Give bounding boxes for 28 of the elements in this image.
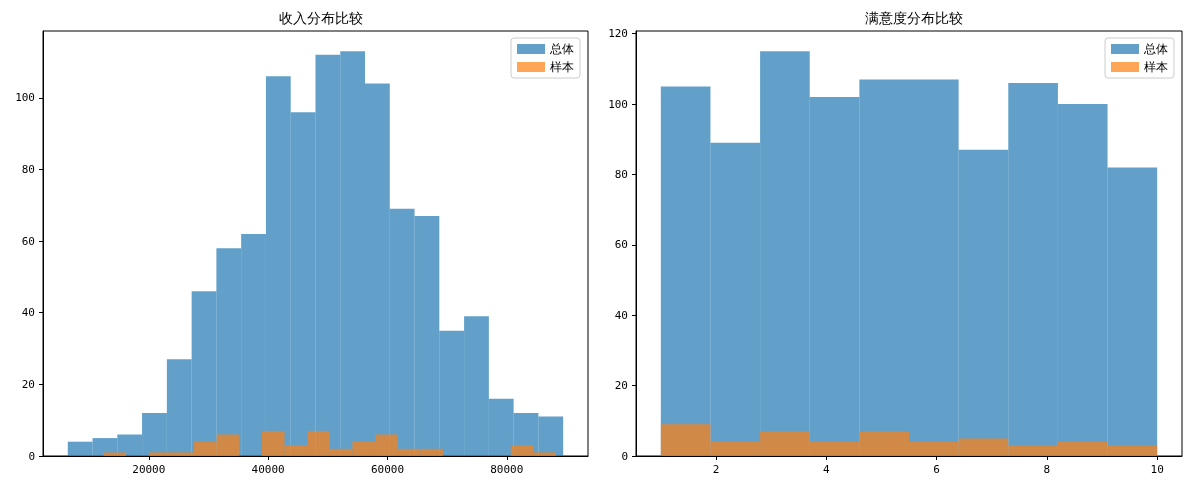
x-tick-label: 8 [1043,463,1051,476]
y-tick-label: 40 [21,306,35,320]
y-tick-label: 40 [614,308,628,322]
x-tick-label: 60000 [370,463,405,476]
x-tick-label: 20000 [132,463,166,476]
y-tick-label: 20 [614,379,628,393]
x-tick-label: 10 [1150,463,1164,476]
chart-title: 满意度分布比较 [865,10,963,26]
y-tick-label: 80 [21,162,35,176]
x-tick-label: 4 [822,463,830,476]
y-tick-label: 100 [608,97,628,111]
y-tick-label: 0 [621,449,628,463]
y-tick-label: 100 [15,91,35,105]
x-tick-label: 2 [712,463,720,476]
x-tick-label: 40000 [251,463,285,476]
y-tick-label: 60 [614,238,628,252]
y-tick-label: 60 [21,234,35,248]
legend-label: 总体 [1143,42,1168,56]
x-tick-label: 80000 [490,463,524,476]
x-tick-label: 6 [933,463,940,476]
legend-label: 样本 [1144,60,1168,74]
legend-label: 总体 [549,42,574,56]
y-tick-label: 20 [21,377,35,391]
y-tick-label: 0 [28,449,35,463]
y-tick-label: 120 [608,27,628,41]
y-tick-label: 80 [614,167,628,181]
chart-title: 收入分布比较 [278,10,363,26]
legend-label: 样本 [550,60,574,74]
